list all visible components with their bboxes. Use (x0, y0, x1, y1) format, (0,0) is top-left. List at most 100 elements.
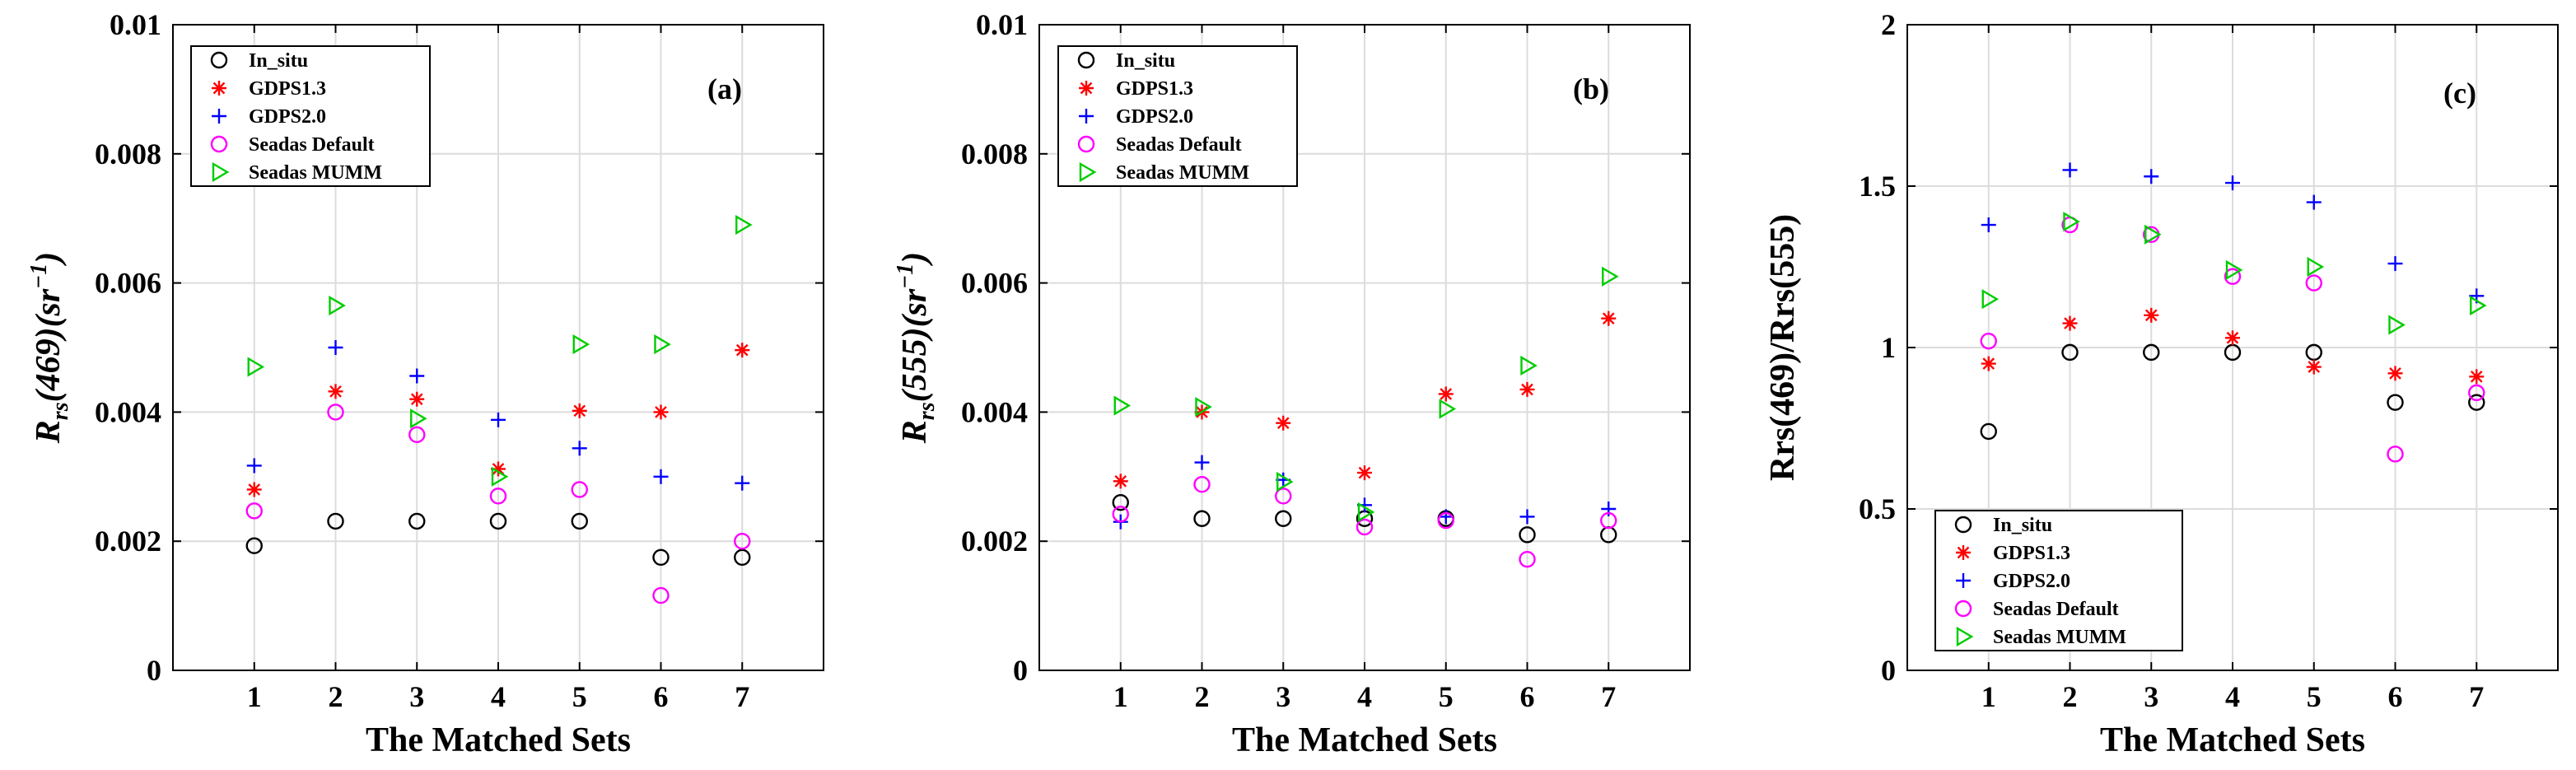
data-point (2469, 369, 2485, 385)
y-tick-label: 0.004 (961, 395, 1028, 428)
data-point (1600, 511, 1617, 530)
data-point (2387, 366, 2403, 381)
legend-entry-label: In_situ (249, 50, 308, 72)
data-point (2225, 330, 2240, 346)
x-tick-label: 6 (1520, 680, 1535, 713)
data-point (2387, 394, 2404, 411)
legend-marker (1954, 516, 1972, 534)
data-point (735, 343, 750, 358)
x-tick-label: 1 (1113, 680, 1128, 713)
data-point (1356, 518, 1374, 536)
data-point (329, 295, 346, 316)
legend-entry-label: Seadas Default (1993, 599, 2119, 620)
x-tick-label: 3 (409, 680, 424, 713)
x-tick-label: 5 (1439, 680, 1454, 713)
legend-entry-label: GDPS1.3 (1116, 78, 1193, 100)
y-tick-label: 0.002 (95, 525, 161, 558)
data-point (735, 475, 750, 491)
y-tick-label: 1 (1881, 331, 1896, 364)
data-point (1195, 397, 1212, 418)
y-tick-label: 0.01 (110, 8, 161, 41)
panel-label: (a) (707, 72, 742, 105)
data-point (1438, 509, 1454, 525)
data-point (491, 412, 506, 427)
y-tick-label: 0.008 (961, 138, 1028, 170)
data-point (327, 404, 344, 421)
data-point (1439, 399, 1457, 419)
data-point (2144, 307, 2159, 323)
data-point (489, 512, 507, 530)
data-point (653, 404, 669, 420)
data-point (571, 481, 588, 498)
x-tick-label: 1 (1981, 680, 1996, 713)
y-tick-label: 0 (1013, 654, 1028, 687)
data-point (1981, 356, 1996, 371)
legend-marker (1956, 573, 1971, 588)
legend-entry-label: In_situ (1116, 50, 1175, 72)
series-gdps2-0 (246, 340, 750, 491)
x-tick-label: 4 (491, 680, 506, 713)
x-tick-label: 2 (329, 680, 343, 713)
legend-marker (1079, 81, 1094, 96)
x-axis-title: The Matched Sets (1232, 721, 1497, 759)
data-point (1519, 381, 1535, 397)
data-point (1193, 476, 1211, 493)
data-point (1437, 511, 1454, 530)
series-seadas-mumm (1113, 266, 1619, 523)
x-tick-label: 5 (572, 680, 587, 713)
panel-2: 1 2 3 4 5 6 7 0 0.5 1 1.5 2 The Matched Sets Rrs(469)… (1764, 8, 2559, 759)
x-tick-label: 6 (654, 680, 669, 713)
data-point (1275, 510, 1292, 527)
data-point (2306, 359, 2322, 375)
data-point (246, 458, 262, 474)
legend-box (1934, 510, 2183, 651)
data-point (409, 368, 425, 384)
data-point (2144, 169, 2159, 184)
data-point (2468, 384, 2485, 402)
x-tick-label: 4 (1357, 680, 1372, 713)
y-tick-label: 2 (1881, 8, 1896, 41)
y-tick-label: 0.006 (95, 267, 161, 300)
data-point (1520, 355, 1538, 376)
legend-entry-label: Seadas Default (249, 134, 375, 156)
data-point (2305, 274, 2322, 292)
data-point (1519, 509, 1535, 525)
y-tick-label: 0 (147, 654, 161, 687)
x-tick-label: 5 (2307, 680, 2322, 713)
legend-entry-label: GDPS2.0 (249, 106, 326, 128)
data-point (1113, 395, 1132, 416)
data-point (734, 548, 751, 566)
data-point (408, 512, 426, 530)
data-point (1602, 266, 1619, 287)
data-point (735, 214, 753, 236)
data-point (1357, 502, 1375, 523)
legend-marker (212, 109, 226, 124)
x-axis-title: The Matched Sets (2100, 721, 2365, 759)
y-axis-title: Rrs(469)(sr−1) (26, 252, 73, 444)
data-point (1601, 310, 1617, 326)
data-point (653, 469, 669, 484)
legend-marker (212, 81, 226, 96)
data-point (1112, 493, 1129, 511)
series-gdps1-3 (1981, 307, 2485, 385)
y-tick-label: 0 (1881, 654, 1896, 687)
data-point (1113, 474, 1128, 489)
data-point (2061, 343, 2079, 362)
data-point (2224, 268, 2242, 285)
data-point (1193, 510, 1211, 527)
legend-entry-label: In_situ (1993, 515, 2052, 536)
legend-marker (1956, 545, 1971, 560)
series-seadas-mumm (247, 214, 753, 487)
data-point (409, 391, 425, 407)
legend-entry-label: Seadas Default (1116, 134, 1242, 156)
x-tick-label: 6 (2388, 680, 2403, 713)
data-point (572, 403, 587, 418)
data-point (652, 586, 670, 604)
data-point (245, 502, 263, 520)
data-point (1438, 386, 1454, 402)
series-in-situ (245, 512, 751, 566)
y-tick-label: 0.5 (1859, 492, 1896, 525)
data-point (1276, 471, 1294, 492)
series-gdps1-3 (246, 343, 750, 497)
